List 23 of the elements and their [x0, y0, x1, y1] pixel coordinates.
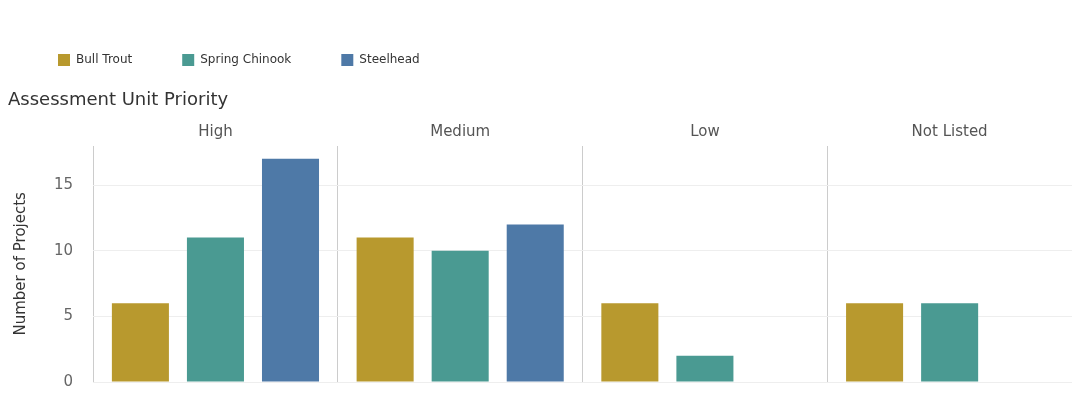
bar [186, 237, 244, 382]
legend-label: Spring Chinook [200, 52, 292, 67]
x-tick-label: Medium [430, 122, 491, 141]
x-tick-label: Low [690, 122, 720, 141]
y-tick-label: 0 [63, 371, 74, 390]
legend-label: Steelhead [359, 52, 420, 67]
x-tick-label: Not Listed [911, 122, 988, 141]
y-tick-label: 15 [53, 174, 74, 193]
y-axis-title: Number of Projects [10, 191, 29, 336]
y-tick-label: 5 [63, 306, 74, 325]
bar [921, 303, 979, 382]
x-tick-label: High [198, 122, 233, 141]
bar [356, 237, 414, 382]
y-tick-label: 10 [53, 240, 74, 259]
bar [676, 355, 734, 382]
chart-title: Assessment Unit Priority [8, 88, 229, 110]
bar [601, 303, 659, 382]
bar [261, 158, 320, 382]
bar [431, 250, 489, 382]
bar [846, 303, 904, 382]
bar [506, 224, 564, 382]
bar [111, 303, 169, 382]
legend-label: Bull Trout [76, 52, 133, 67]
